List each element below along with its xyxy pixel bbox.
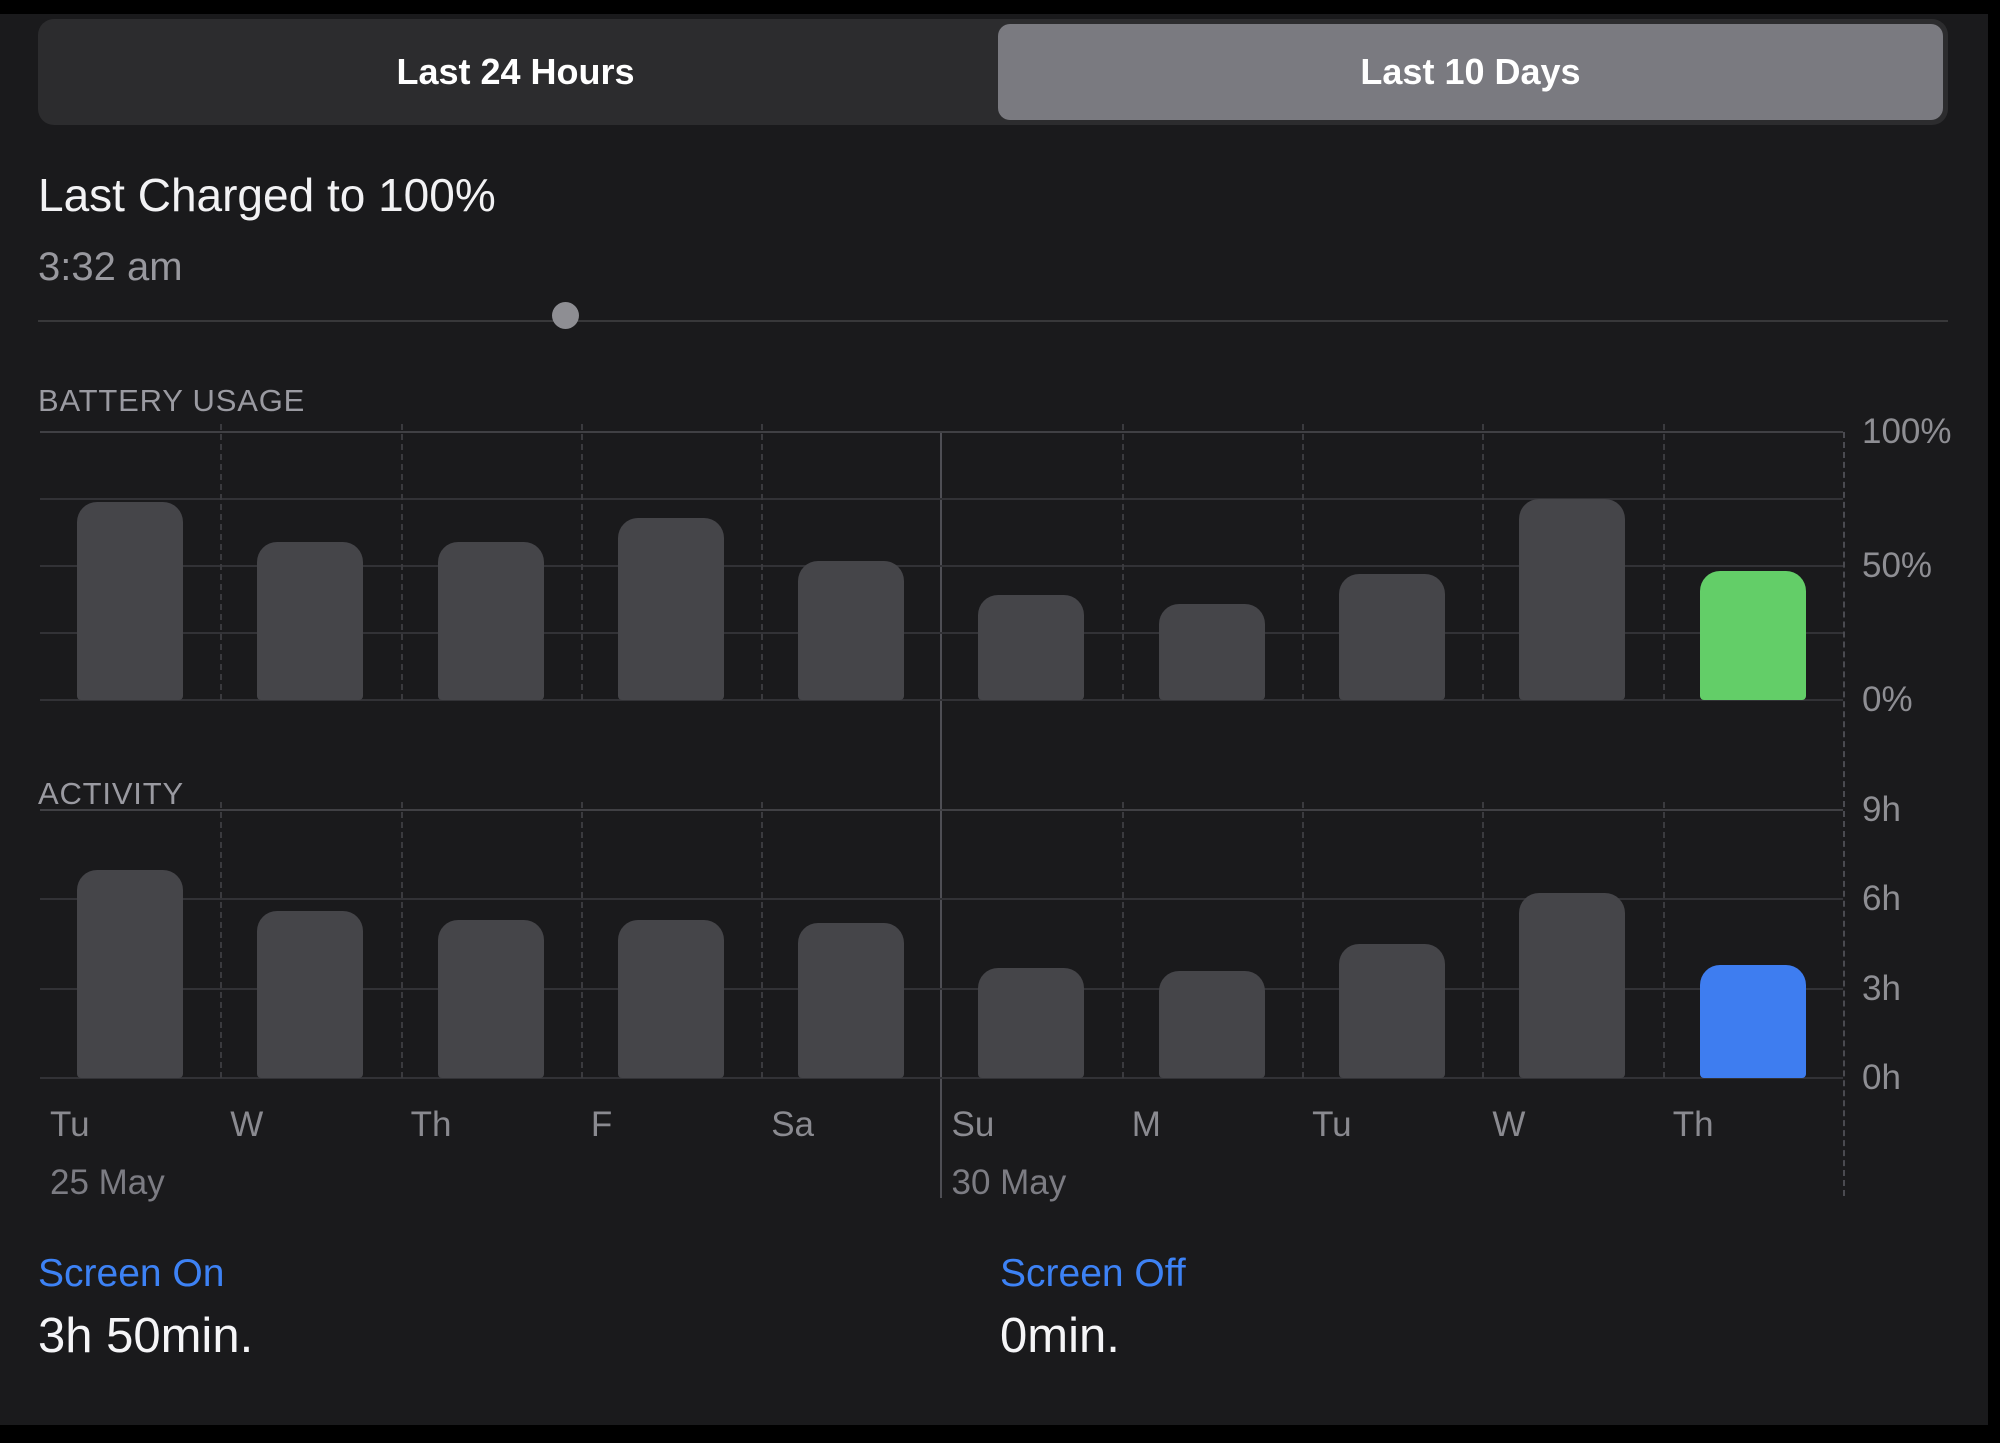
column-separator [400, 424, 403, 700]
gridline-75% [40, 498, 1843, 500]
gridline-3h [40, 987, 1843, 990]
gridline-50% [40, 565, 1843, 567]
bar-activity-w-8[interactable] [1519, 893, 1626, 1078]
x-tick-label-w-8: W [1492, 1105, 1526, 1144]
timeline-marker-dot [552, 302, 580, 329]
bar-battery_usage-m-6[interactable] [1158, 603, 1265, 700]
bar-battery_usage-sa-4[interactable] [798, 560, 905, 700]
x-tick-label-th-2: Th [410, 1105, 452, 1144]
bar-activity-tu-7[interactable] [1339, 944, 1446, 1078]
column-separator [761, 802, 764, 1078]
y-tick-label-battery_usage: 100% [1862, 412, 1952, 451]
screen-on-label: Screen On [38, 1252, 225, 1295]
gridline-9h [40, 809, 1843, 811]
battery-usage-chart[interactable] [40, 424, 1843, 701]
x-tick-label-f-3: F [590, 1105, 613, 1144]
column-separator [580, 424, 583, 700]
bar-activity-th-2[interactable] [437, 920, 544, 1078]
column-separator [220, 424, 223, 700]
column-separator [761, 424, 764, 700]
activity-chart[interactable] [40, 802, 1843, 1079]
y-axis-dashed-line [1843, 432, 1845, 1196]
bar-activity-f-3[interactable] [617, 920, 724, 1078]
y-tick-label-activity: 9h [1862, 790, 1901, 829]
bar-battery_usage-th-9[interactable] [1699, 571, 1806, 700]
bar-activity-su-5[interactable] [978, 967, 1085, 1078]
column-separator [580, 802, 583, 1078]
last-charged-time: 3:32 am [38, 245, 183, 289]
bar-activity-w-1[interactable] [257, 911, 364, 1078]
column-separator [1662, 802, 1665, 1078]
bar-battery_usage-tu-7[interactable] [1339, 574, 1446, 700]
time-range-segmented-control[interactable]: Last 24 Hours Last 10 Days [38, 19, 1948, 125]
column-separator [1302, 802, 1305, 1078]
bar-battery_usage-w-1[interactable] [257, 541, 364, 700]
bar-battery_usage-su-5[interactable] [978, 595, 1085, 700]
week-separator-line [940, 432, 942, 1198]
x-tick-label-th-9: Th [1672, 1105, 1714, 1144]
y-tick-label-activity: 0h [1862, 1058, 1901, 1097]
tab-last-24-hours[interactable]: Last 24 Hours [43, 24, 988, 120]
x-date-label: 30 May [951, 1163, 1067, 1202]
last-charged-title: Last Charged to 100% [38, 169, 496, 221]
gridline-0% [40, 699, 1843, 701]
x-tick-label-su-5: Su [951, 1105, 995, 1144]
y-tick-label-battery_usage: 50% [1862, 546, 1933, 585]
gridline-0h [40, 1077, 1843, 1079]
gridline-100% [40, 431, 1843, 433]
x-tick-label-sa-4: Sa [771, 1105, 814, 1144]
y-tick-label-activity: 6h [1862, 879, 1901, 919]
x-date-label: 25 May [50, 1163, 165, 1202]
x-tick-label-tu-7: Tu [1312, 1105, 1352, 1144]
column-separator [1482, 424, 1485, 700]
y-tick-label-activity: 3h [1862, 968, 1901, 1008]
x-tick-label-m-6: M [1131, 1105, 1161, 1144]
x-tick-label-tu-0: Tu [50, 1105, 90, 1144]
column-separator [1482, 802, 1485, 1078]
column-separator [1121, 424, 1124, 700]
bar-battery_usage-w-8[interactable] [1519, 499, 1626, 700]
bar-battery_usage-tu-0[interactable] [76, 501, 183, 700]
x-tick-label-w-1: W [230, 1105, 264, 1144]
bar-activity-tu-0[interactable] [76, 869, 183, 1078]
column-separator [220, 802, 223, 1078]
bar-activity-m-6[interactable] [1158, 970, 1265, 1078]
timeline-divider [38, 320, 1948, 322]
content-background [0, 14, 1988, 1425]
bar-battery_usage-f-3[interactable] [617, 517, 724, 700]
column-separator [1121, 802, 1124, 1078]
activity-heading: ACTIVITY [38, 776, 184, 811]
column-separator [1662, 424, 1665, 700]
column-separator [1302, 424, 1305, 700]
battery-usage-heading: BATTERY USAGE [38, 383, 306, 418]
gridline-6h [40, 898, 1843, 901]
bar-battery_usage-th-2[interactable] [437, 541, 544, 700]
bar-activity-sa-4[interactable] [798, 923, 905, 1078]
screen-off-value: 0min. [1000, 1309, 1120, 1363]
bar-activity-th-9[interactable] [1699, 964, 1806, 1078]
y-tick-label-battery_usage: 0% [1862, 680, 1913, 719]
screen-on-value: 3h 50min. [38, 1309, 254, 1363]
gridline-25% [40, 632, 1843, 634]
column-separator [400, 802, 403, 1078]
screen-off-label: Screen Off [1000, 1252, 1186, 1295]
tab-last-10-days[interactable]: Last 10 Days [998, 24, 1943, 120]
